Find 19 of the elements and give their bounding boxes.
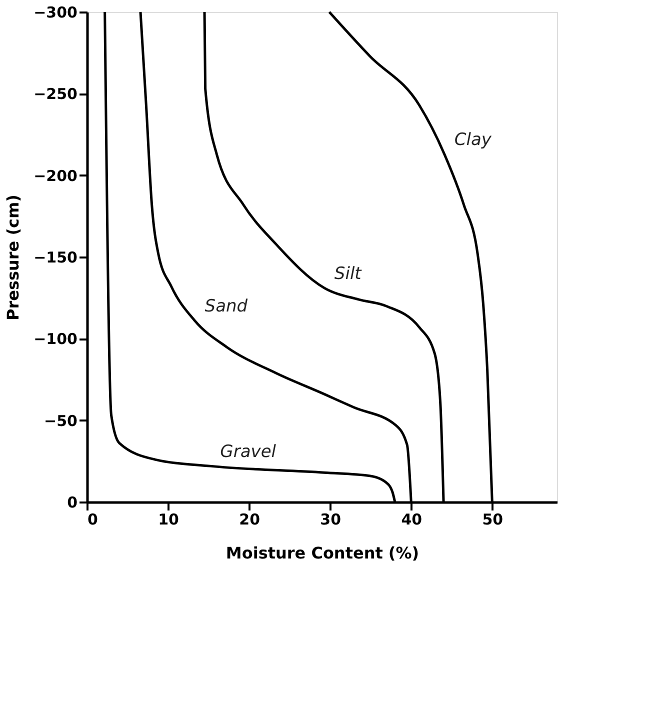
y-tick-label: −150 — [34, 248, 78, 266]
y-tick-label: −300 — [34, 4, 78, 22]
x-tick-label: 0 — [88, 510, 98, 528]
x-tick-label: 10 — [158, 510, 179, 528]
y-tick-label: −200 — [34, 166, 78, 185]
x-axis-title: Moisture Content (%) — [226, 544, 420, 562]
series-label: Silt — [334, 264, 363, 284]
y-tick-label: −100 — [34, 330, 78, 348]
series-label: Sand — [204, 296, 248, 317]
x-tick-label: 20 — [239, 510, 260, 528]
x-tick-label: 40 — [401, 510, 422, 528]
y-tick-label: −250 — [34, 85, 78, 104]
y-axis-title: Pressure (cm) — [4, 194, 23, 320]
y-tick-label: 0 — [67, 494, 78, 512]
y-tick-label: −50 — [44, 412, 78, 430]
x-tick-label: 50 — [482, 510, 504, 528]
series-label: Gravel — [220, 442, 276, 462]
series-label: Clay — [454, 130, 492, 150]
x-tick-label: 30 — [320, 510, 342, 528]
